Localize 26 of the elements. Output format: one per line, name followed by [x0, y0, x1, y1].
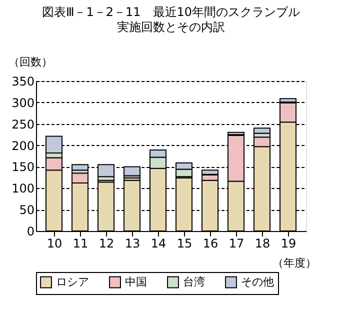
y-tick-label: 200 [12, 138, 34, 153]
y-tick-label: 150 [12, 160, 34, 174]
legend-label: ロシア [56, 275, 89, 288]
legend-label: 台湾 [183, 275, 205, 288]
chart-title: 図表Ⅲ－1－2－11 最近10年間のスクランブル [42, 5, 300, 19]
legend-label: 中国 [125, 275, 147, 288]
x-tick-label: 14 [150, 236, 166, 250]
x-tick-label: 13 [124, 236, 140, 250]
y-axis-title: （回数） [8, 56, 52, 68]
x-tick-label: 12 [98, 236, 114, 250]
y-tick-label: 100 [12, 182, 34, 196]
x-tick-label: 17 [228, 236, 244, 250]
y-tick-label: 50 [19, 203, 34, 218]
y-tick-label: 0 [26, 224, 34, 238]
chart-subtitle: 実施回数とその内訳 [117, 20, 225, 34]
y-tick-label: 350 [12, 74, 34, 88]
y-tick-label: 250 [12, 117, 34, 132]
legend-label: その他 [241, 275, 274, 288]
x-tick-label: 11 [72, 236, 88, 250]
x-tick-label: 10 [46, 236, 62, 250]
x-axis-title: （年度） [272, 256, 316, 270]
y-tick-label: 300 [12, 96, 34, 110]
x-tick-label: 18 [254, 236, 270, 250]
x-tick-label: 15 [176, 236, 192, 250]
x-tick-label: 19 [280, 236, 296, 250]
x-tick-label: 16 [202, 236, 218, 250]
